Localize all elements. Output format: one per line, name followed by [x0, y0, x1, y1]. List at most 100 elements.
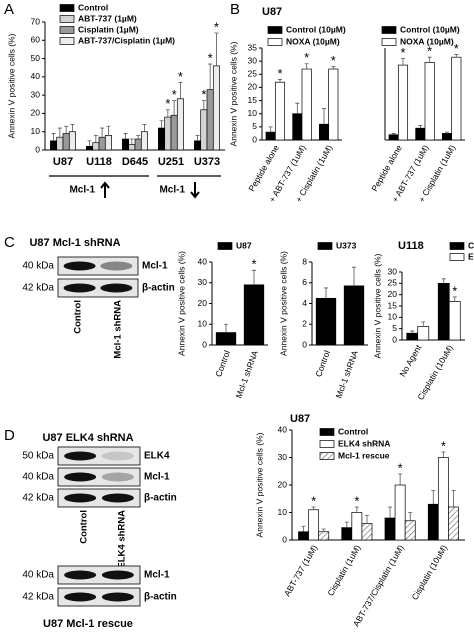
bar — [318, 531, 330, 541]
bar — [265, 131, 276, 141]
y-tick-label: 5 — [252, 121, 257, 131]
error-bar — [445, 131, 449, 134]
legend-swatch — [59, 26, 75, 34]
panel-label: A — [4, 1, 14, 18]
blot-band — [64, 451, 97, 461]
blot-band — [64, 472, 97, 482]
error-bar — [201, 100, 206, 110]
significance-mark: * — [172, 87, 177, 102]
chart-title: U87 — [290, 413, 310, 425]
band-protein: Mcl-1 — [144, 570, 170, 581]
bar — [92, 142, 100, 151]
significance-mark: * — [277, 66, 282, 81]
blot-caption: U87 Mcl-1 rescue — [43, 618, 133, 630]
legend-label: U373 — [336, 240, 357, 250]
error-bar — [100, 127, 105, 138]
significance-mark: * — [452, 283, 457, 298]
lane-label: ELK4 shRNA — [117, 510, 128, 569]
significance-mark: * — [331, 53, 336, 68]
error-bar — [129, 138, 134, 145]
bar — [122, 138, 130, 151]
y-tick-label: 25 — [388, 278, 398, 288]
blot-band — [101, 493, 134, 503]
legend-label: Control — [338, 426, 368, 436]
y-tick-label: 0 — [252, 134, 257, 144]
bar — [448, 301, 461, 341]
y-tick-label: 70 — [31, 16, 41, 26]
error-bar — [224, 323, 228, 333]
x-tick-label: D645 — [122, 156, 148, 168]
band-protein: β-actin — [144, 493, 177, 504]
y-tick-label: 10 — [388, 312, 398, 322]
blot-strip — [57, 256, 139, 276]
blot-band — [101, 570, 134, 580]
y-tick-label: 10 — [198, 319, 208, 329]
bar — [328, 68, 339, 141]
band-protein: ELK4 — [144, 451, 170, 462]
error-bar — [57, 127, 62, 138]
error-bar — [172, 100, 177, 116]
y-tick-label: 35 — [248, 42, 258, 52]
error-bar — [431, 490, 436, 505]
legend-swatch — [267, 26, 283, 34]
blot-band — [64, 493, 97, 503]
x-tick-label: U118 — [86, 156, 112, 168]
bar — [437, 282, 450, 341]
y-tick-label: 5 — [392, 323, 397, 333]
x-tick-label: Cisplatin (10uM) — [409, 543, 449, 602]
bar — [68, 131, 76, 151]
y-tick-label: 20 — [388, 289, 398, 299]
significance-mark: * — [400, 45, 405, 60]
legend-label: Control — [78, 2, 108, 12]
error-bar — [441, 278, 446, 284]
significance-mark: * — [214, 19, 219, 34]
lane-label: Control — [73, 300, 84, 334]
panel-label: D — [4, 427, 15, 444]
error-bar — [410, 330, 415, 334]
error-bar — [70, 124, 75, 132]
band-size: 42 kDa — [22, 283, 54, 294]
x-tick-label: U251 — [158, 156, 184, 168]
legend-swatch — [381, 38, 397, 46]
error-bar — [142, 124, 147, 132]
y-tick-label: 40 — [278, 424, 288, 434]
bar — [424, 62, 435, 141]
error-bar — [106, 125, 111, 136]
legend-swatch — [217, 242, 233, 250]
legend-label: ABT-737/Cisplatin (1µM) — [78, 35, 175, 45]
bar — [128, 144, 136, 151]
x-tick-label: Control — [313, 349, 332, 378]
bar — [343, 285, 365, 346]
error-bar — [321, 528, 326, 532]
y-axis-label: Annexin V positive cells (%) — [6, 33, 16, 138]
blot-title: U87 Mcl-1 shRNA — [29, 237, 120, 249]
bar — [308, 509, 320, 541]
band-protein: β-actin — [144, 592, 177, 603]
x-tick-label: Mcl-1 shRNA — [333, 349, 360, 400]
bar — [451, 56, 462, 141]
y-axis-label: Annexin V positive cells (%) — [278, 251, 288, 356]
y-tick-label: 0 — [35, 144, 40, 154]
y-tick-label: 20 — [278, 479, 288, 489]
error-bar — [352, 266, 356, 286]
bar — [134, 138, 142, 151]
y-tick-label: 0 — [202, 339, 207, 349]
legend-label: ELK4 shRNA — [338, 438, 390, 448]
significance-mark: * — [427, 44, 432, 59]
error-bar — [136, 134, 141, 140]
bar — [361, 523, 373, 541]
bar — [200, 109, 208, 151]
bar — [292, 113, 303, 141]
error-bar — [208, 63, 213, 90]
band-size: 42 kDa — [22, 493, 54, 504]
band-protein: Mcl-1 — [144, 472, 170, 483]
significance-mark: * — [178, 69, 183, 84]
blot-strip — [57, 278, 139, 298]
bar — [206, 89, 214, 151]
bar — [417, 326, 430, 341]
error-bar — [452, 296, 457, 302]
legend-swatch — [267, 38, 283, 46]
legend-swatch — [59, 4, 75, 12]
blot-strip — [57, 565, 141, 585]
